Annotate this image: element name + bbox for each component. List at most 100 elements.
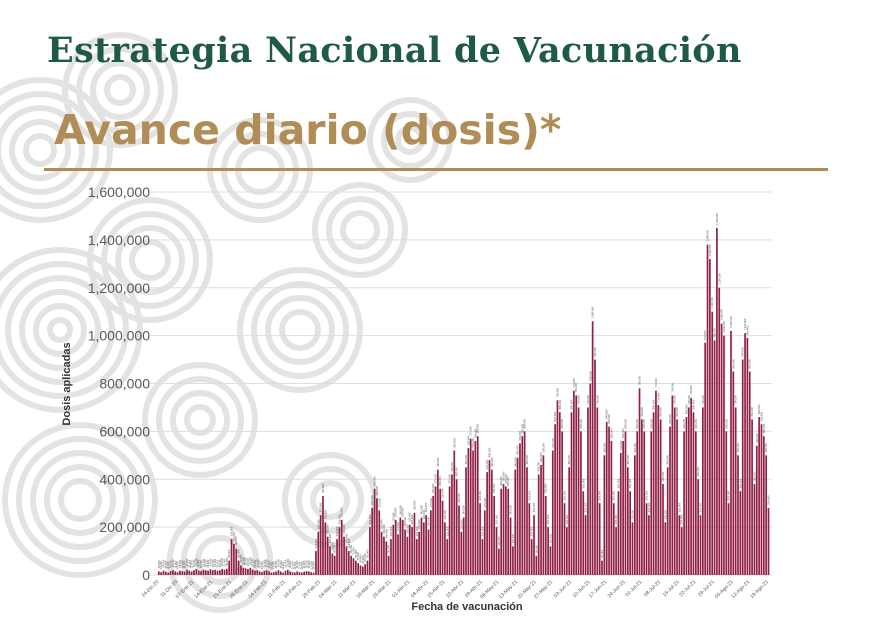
- bar-value-label: 240,000: [509, 505, 513, 515]
- bar: [510, 518, 512, 575]
- bar: [643, 431, 645, 575]
- bar: [747, 338, 749, 575]
- bar: [571, 412, 573, 575]
- bar: [266, 570, 268, 575]
- bar-value-label: 150,000: [480, 526, 484, 536]
- bar: [728, 503, 730, 575]
- bar: [660, 419, 662, 575]
- bar: [573, 391, 575, 575]
- x-tick-label: 22-Abr-21: [445, 579, 465, 599]
- bar: [566, 527, 568, 575]
- bar: [184, 572, 186, 575]
- bar-value-label: 180,000: [459, 519, 463, 529]
- bar: [423, 522, 425, 575]
- bar: [475, 441, 477, 575]
- bar-value-label: 560,000: [609, 428, 613, 438]
- bar: [271, 573, 273, 575]
- bar: [557, 400, 559, 575]
- bar-value-label: 700,000: [586, 395, 590, 405]
- bar-value-label: 150,000: [335, 526, 339, 536]
- bar: [210, 569, 212, 575]
- bar: [751, 419, 753, 575]
- bar-value-label: 400,000: [455, 466, 459, 476]
- bar: [224, 570, 226, 575]
- bar-value-label: 250,000: [319, 502, 323, 512]
- bar: [196, 569, 198, 575]
- bar: [580, 431, 582, 575]
- bar-value-label: 600,000: [579, 418, 583, 428]
- bar: [407, 537, 409, 575]
- bar-value-label: 780,000: [638, 375, 642, 385]
- bar: [512, 546, 514, 575]
- bar: [664, 522, 666, 575]
- x-tick-label: 24-Jun-21: [607, 579, 627, 599]
- bar: [653, 412, 655, 575]
- bar-value-label: 120,000: [511, 533, 515, 543]
- bar-value-label: 370,000: [434, 473, 438, 483]
- bar: [559, 412, 561, 575]
- bar: [669, 427, 671, 575]
- bar: [552, 451, 554, 575]
- bar: [528, 503, 530, 575]
- bar-value-label: 120,000: [548, 533, 552, 543]
- bar: [212, 570, 214, 575]
- bar-value-label: 350,000: [628, 478, 632, 488]
- bar-value-label: 530,000: [466, 435, 470, 445]
- bar: [435, 486, 437, 575]
- y-tick-label: 1,400,000: [88, 232, 150, 248]
- bar: [479, 503, 481, 575]
- bar: [273, 572, 275, 575]
- bar: [301, 573, 303, 575]
- bar: [296, 571, 298, 575]
- bar: [264, 571, 266, 575]
- bar-value-label: 700,000: [577, 395, 581, 405]
- bar: [191, 571, 193, 575]
- bar: [686, 417, 688, 575]
- x-tick-label: 17-Jun-21: [588, 579, 608, 599]
- x-axis-label: Fecha de vacunación: [411, 601, 523, 613]
- bar-value-label: 600,000: [560, 418, 564, 428]
- bar: [259, 571, 261, 575]
- bar: [203, 570, 205, 575]
- bar-value-label: 600,000: [635, 418, 639, 428]
- bar: [742, 360, 744, 575]
- bar-value-label: 680,000: [558, 399, 562, 409]
- bar-value-label: 60,000: [600, 549, 604, 557]
- bar-value-label: 300,000: [598, 490, 602, 500]
- x-tick-label: 07-Ene-21: [175, 579, 196, 600]
- bar: [700, 515, 702, 575]
- bar: [376, 498, 378, 575]
- bar-value-label: 300,000: [727, 490, 731, 500]
- bar: [707, 245, 709, 575]
- bar: [468, 448, 470, 575]
- bar: [402, 520, 404, 575]
- bar-value-label: 500,000: [602, 442, 606, 452]
- bar: [280, 571, 282, 575]
- bar-value-label: 450,000: [567, 454, 571, 464]
- bar-value-label: 460,000: [539, 452, 543, 462]
- bar-value-label: 170,000: [396, 521, 400, 531]
- bar-value-label: 200,000: [410, 514, 414, 524]
- bar: [174, 571, 176, 575]
- bar-value-label: 250,000: [424, 502, 428, 512]
- bar: [336, 539, 338, 575]
- bar-value-label: 600,000: [694, 418, 698, 428]
- bar-value-label: 900,000: [593, 347, 597, 357]
- bar-value-label: 1,020,000: [729, 316, 733, 328]
- bar: [193, 570, 195, 575]
- bar-value-label: 80,000: [534, 544, 538, 552]
- bar: [381, 532, 383, 575]
- x-tick-label: 04-Feb-21: [248, 579, 269, 600]
- bar: [179, 571, 181, 575]
- bar: [477, 436, 479, 575]
- bar: [308, 571, 310, 575]
- y-tick-label: 1,200,000: [88, 280, 150, 296]
- bar: [655, 391, 657, 575]
- bar-value-label: 480,000: [487, 447, 491, 457]
- y-tick-label: 1,600,000: [88, 184, 150, 200]
- bar: [486, 472, 488, 575]
- x-tick-label: 15-Jul-21: [662, 579, 681, 598]
- bar-value-label: 230,000: [340, 507, 344, 517]
- bar-value-label: 740,000: [689, 385, 693, 395]
